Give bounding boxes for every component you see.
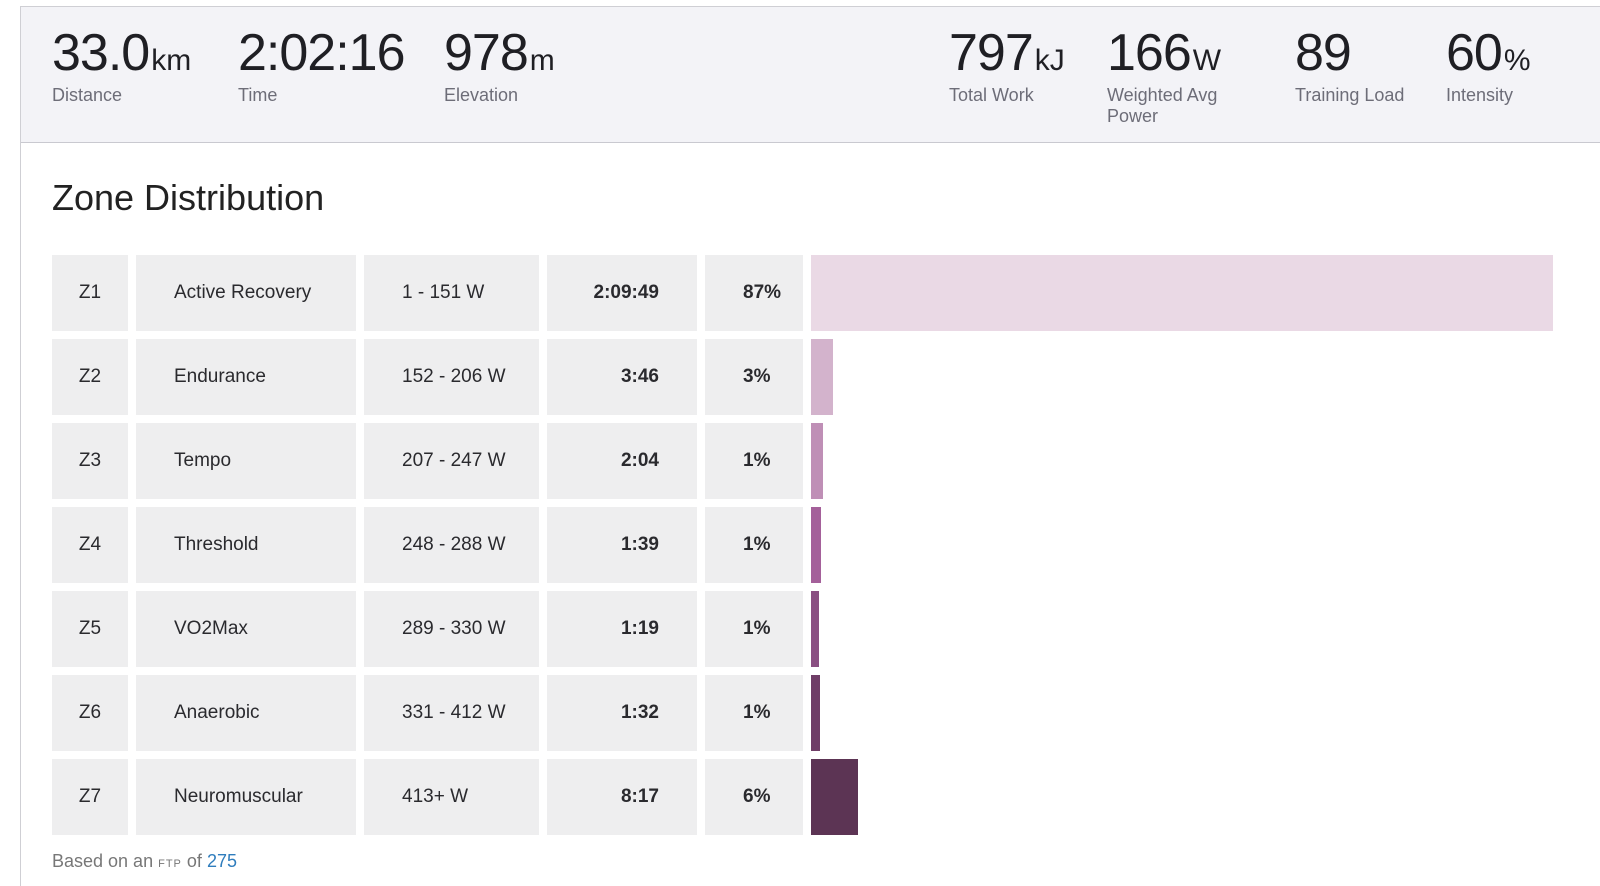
zone-name: VO2Max xyxy=(136,591,356,667)
zone-power-range: 152 - 206 W xyxy=(364,339,539,415)
zone-number: Z1 xyxy=(52,255,128,331)
stat-elevation-unit: m xyxy=(529,44,555,77)
zone-bar xyxy=(811,423,823,499)
zone-number: Z6 xyxy=(52,675,128,751)
stat-distance-unit: km xyxy=(151,44,192,77)
stat-intensity: 60% Intensity xyxy=(1446,27,1586,106)
zone-time: 3:46 xyxy=(547,339,697,415)
zone-bar-track xyxy=(811,255,1553,331)
zone-percent: 3% xyxy=(705,339,803,415)
stat-total-work-unit: kJ xyxy=(1034,44,1065,77)
stat-weighted-avg-power-unit: W xyxy=(1192,44,1222,77)
zone-number: Z7 xyxy=(52,759,128,835)
zone-time: 1:32 xyxy=(547,675,697,751)
activity-panel: 33.0km Distance 2:02:16 Time 978m Elevat… xyxy=(20,6,1600,886)
zone-row: Z3 Tempo 207 - 247 W 2:04 1% xyxy=(52,423,1562,499)
zone-bar-track xyxy=(811,591,1553,667)
zone-power-range: 413+ W xyxy=(364,759,539,835)
zone-name: Tempo xyxy=(136,423,356,499)
zone-distribution-title: Zone Distribution xyxy=(52,177,325,218)
zone-row: Z5 VO2Max 289 - 330 W 1:19 1% xyxy=(52,591,1562,667)
zone-bar-track xyxy=(811,339,1553,415)
stat-distance-value: 33.0 xyxy=(52,24,150,82)
stat-training-load: 89 Training Load xyxy=(1295,27,1435,106)
zone-row: Z4 Threshold 248 - 288 W 1:39 1% xyxy=(52,507,1562,583)
zone-power-range: 248 - 288 W xyxy=(364,507,539,583)
stat-elevation-label: Elevation xyxy=(444,85,519,105)
zone-number: Z5 xyxy=(52,591,128,667)
zone-power-range: 207 - 247 W xyxy=(364,423,539,499)
zone-time: 8:17 xyxy=(547,759,697,835)
zone-percent: 1% xyxy=(705,591,803,667)
zone-percent: 1% xyxy=(705,423,803,499)
stat-weighted-avg-power-label: Weighted Avg Power xyxy=(1107,85,1218,126)
zone-bar xyxy=(811,255,1553,331)
stat-total-work: 797kJ Total Work xyxy=(949,27,1089,106)
zone-bar xyxy=(811,339,833,415)
stat-intensity-label: Intensity xyxy=(1446,85,1514,105)
zone-number: Z4 xyxy=(52,507,128,583)
stat-training-load-value: 89 xyxy=(1295,24,1352,82)
zone-row: Z7 Neuromuscular 413+ W 8:17 6% xyxy=(52,759,1562,835)
zone-time: 2:04 xyxy=(547,423,697,499)
stat-training-load-label: Training Load xyxy=(1295,85,1405,105)
zone-name: Neuromuscular xyxy=(136,759,356,835)
zone-bar-track xyxy=(811,675,1553,751)
zone-name: Threshold xyxy=(136,507,356,583)
zone-bar xyxy=(811,591,819,667)
stat-elevation: 978m Elevation xyxy=(444,27,584,106)
zone-time: 1:19 xyxy=(547,591,697,667)
zone-row: Z6 Anaerobic 331 - 412 W 1:32 1% xyxy=(52,675,1562,751)
stat-distance-label: Distance xyxy=(52,85,123,105)
zone-power-range: 1 - 151 W xyxy=(364,255,539,331)
zone-percent: 1% xyxy=(705,675,803,751)
zone-bar-track xyxy=(811,423,1553,499)
zone-bar xyxy=(811,507,821,583)
stat-time-value: 2:02:16 xyxy=(238,24,405,82)
zone-percent: 1% xyxy=(705,507,803,583)
stat-weighted-avg-power-value: 166 xyxy=(1107,24,1192,82)
zone-number: Z2 xyxy=(52,339,128,415)
zone-bar-track xyxy=(811,759,1553,835)
stat-total-work-value: 797 xyxy=(949,24,1034,82)
zone-percent: 87% xyxy=(705,255,803,331)
zone-percent: 6% xyxy=(705,759,803,835)
stat-elevation-value: 978 xyxy=(444,24,529,82)
zone-row: Z1 Active Recovery 1 - 151 W 2:09:49 87% xyxy=(52,255,1562,331)
footnote-prefix: Based on an xyxy=(52,851,154,871)
stat-weighted-avg-power: 166W Weighted Avg Power xyxy=(1107,27,1237,127)
zone-bar-track xyxy=(811,507,1553,583)
zone-power-range: 289 - 330 W xyxy=(364,591,539,667)
zone-bar xyxy=(811,759,858,835)
stat-time: 2:02:16 Time xyxy=(238,27,405,106)
stat-intensity-unit: % xyxy=(1503,44,1531,77)
zone-bar xyxy=(811,675,820,751)
stats-bar: 33.0km Distance 2:02:16 Time 978m Elevat… xyxy=(21,7,1600,143)
zone-power-range: 331 - 412 W xyxy=(364,675,539,751)
ftp-footnote: Based on an FTP of 275 xyxy=(52,851,237,872)
zone-time: 2:09:49 xyxy=(547,255,697,331)
stat-distance: 33.0km Distance xyxy=(52,27,192,106)
stat-time-label: Time xyxy=(238,85,278,105)
ftp-value-link[interactable]: 275 xyxy=(206,851,237,871)
zone-name: Active Recovery xyxy=(136,255,356,331)
zone-time: 1:39 xyxy=(547,507,697,583)
stat-total-work-label: Total Work xyxy=(949,85,1034,105)
zone-number: Z3 xyxy=(52,423,128,499)
zone-name: Anaerobic xyxy=(136,675,356,751)
footnote-ftp-abbr: FTP xyxy=(158,858,182,870)
zone-row: Z2 Endurance 152 - 206 W 3:46 3% xyxy=(52,339,1562,415)
stat-intensity-value: 60 xyxy=(1446,24,1503,82)
zone-name: Endurance xyxy=(136,339,356,415)
footnote-middle: of xyxy=(186,851,202,871)
